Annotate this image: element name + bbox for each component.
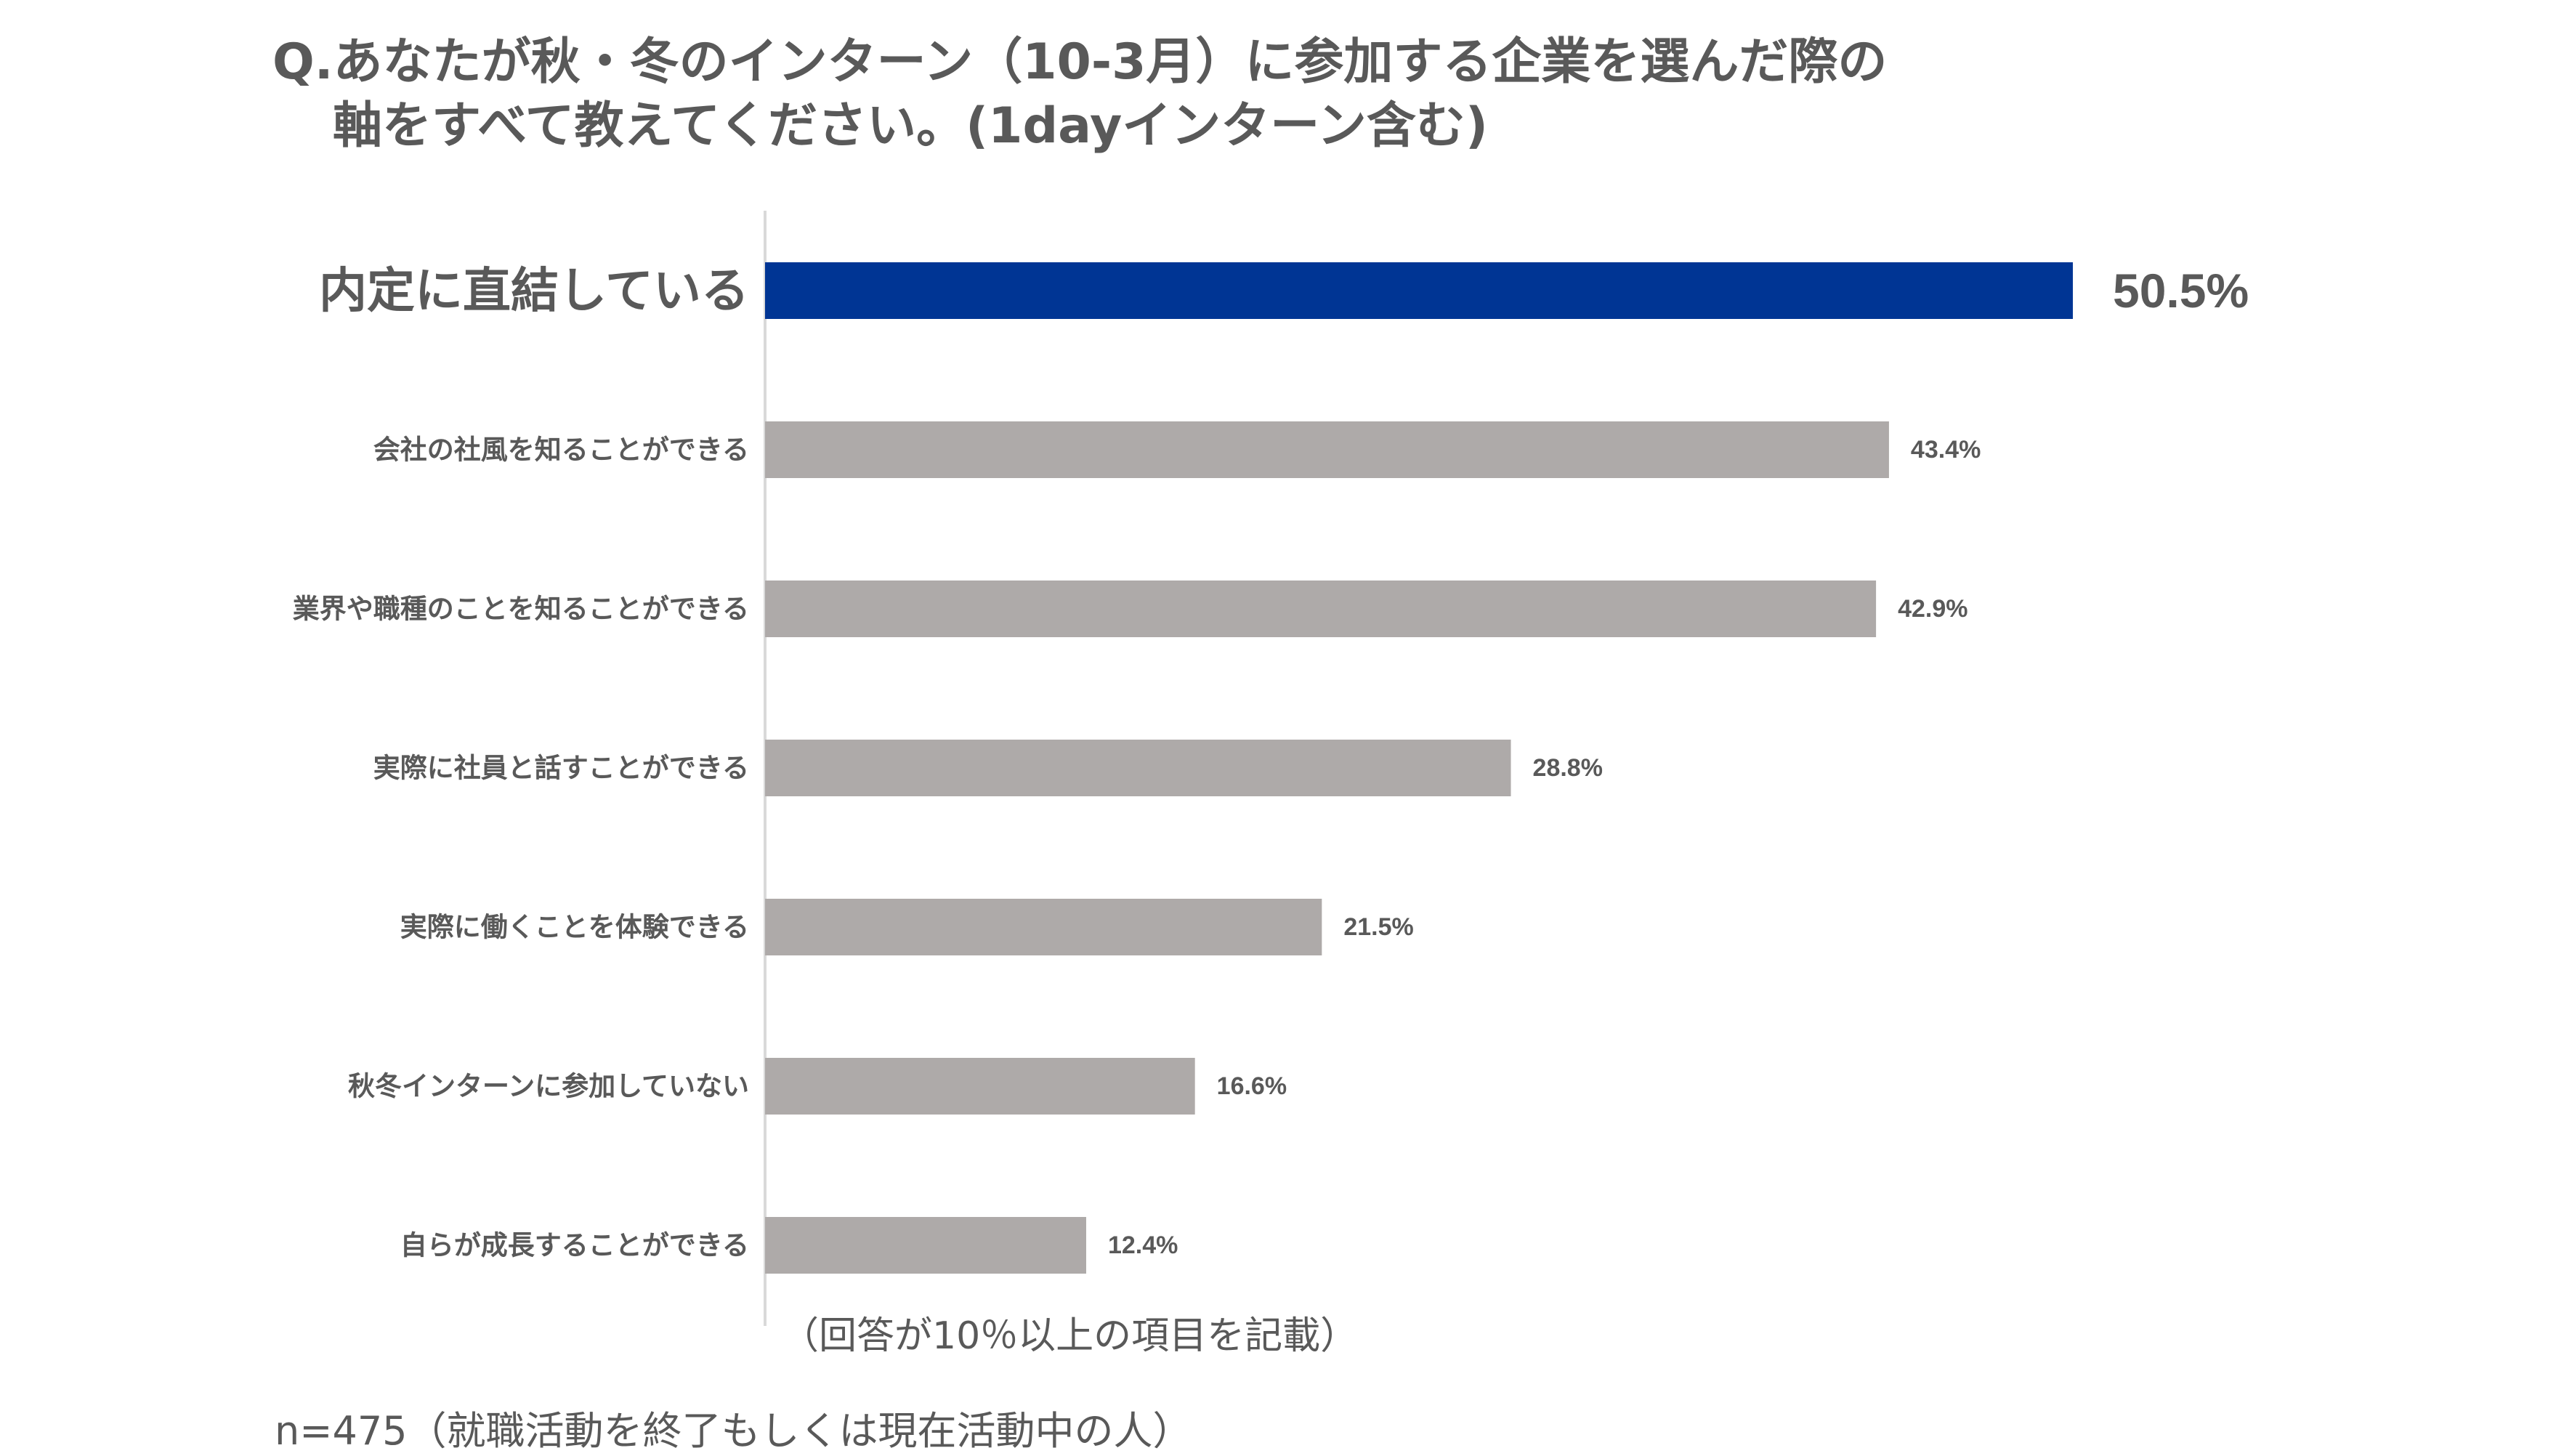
bar: [765, 899, 1322, 955]
bar: [765, 1058, 1195, 1115]
category-label: 自らが成長することができる: [400, 1230, 749, 1261]
bar: [765, 1217, 1086, 1274]
bar: [765, 740, 1511, 796]
category-label: 実際に社員と話すことができる: [373, 753, 749, 784]
data-label: 42.9%: [1898, 595, 1968, 623]
data-label: 28.8%: [1533, 754, 1603, 782]
category-label: 業界や職種のことを知ることができる: [293, 594, 749, 625]
title-line-2: 軸をすべて教えてください。(1dayインターン含む): [333, 97, 1488, 155]
title-line-1: Q.あなたが秋・冬のインターン（10-3月）に参加する企業を選んだ際の: [272, 33, 1888, 91]
data-label: 21.5%: [1343, 913, 1413, 941]
footnote: （回答が10％以上の項目を記載）: [781, 1314, 1359, 1358]
bar: [765, 262, 2073, 319]
category-label: 会社の社風を知ることができる: [373, 434, 749, 466]
data-label: 12.4%: [1108, 1231, 1178, 1259]
data-label: 50.5%: [2113, 264, 2249, 318]
data-label: 16.6%: [1217, 1072, 1287, 1100]
category-label: 内定に直結している: [319, 263, 749, 319]
bar: [765, 421, 1889, 478]
sample-size-note: n=475（就職活動を終了もしくは現在活動中の人）: [275, 1408, 1192, 1454]
data-label: 43.4%: [1911, 436, 1981, 464]
bar: [765, 581, 1877, 637]
chart-title: Q.あなたが秋・冬のインターン（10-3月）に参加する企業を選んだ際の 軸をすべ…: [272, 31, 1887, 158]
category-label: 秋冬インターンに参加していない: [348, 1071, 749, 1102]
category-label: 実際に働くことを体験できる: [400, 912, 749, 943]
